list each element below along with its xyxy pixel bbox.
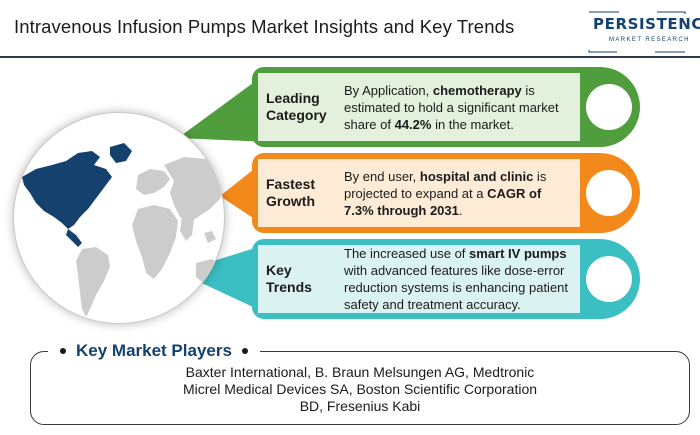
desc-highlight: chemotherapy	[432, 82, 522, 98]
desc-highlight: 44.2%	[394, 116, 432, 132]
card-content: Key Trends The increased use of smart IV…	[258, 245, 580, 313]
desc-text: The increased use of	[344, 246, 470, 261]
card-description: By end user, hospital and clinic is proj…	[344, 159, 572, 227]
europe-region	[136, 169, 170, 195]
card-key-trends: Key Trends The increased use of smart IV…	[252, 239, 640, 319]
desc-text: By end user,	[344, 168, 420, 184]
card-label-line2: Trends	[266, 279, 312, 295]
persistence-logo: PERSISTENCE MARKET RESEARCH	[587, 10, 700, 54]
card-label-line2: Category	[266, 107, 327, 123]
world-map-globe	[13, 112, 225, 324]
key-market-players-heading: Key Market Players	[48, 340, 260, 362]
card-label: Key Trends	[266, 245, 340, 313]
key-market-players-list: Baxter International, B. Braun Melsungen…	[30, 364, 690, 415]
desc-text: with advanced features like dose-error r…	[344, 263, 569, 312]
connector-green	[178, 72, 268, 142]
card-leading-category: Leading Category By Application, chemoth…	[252, 67, 640, 147]
desc-highlight: hospital and clinic	[419, 168, 534, 184]
card-description: The increased use of smart IV pumps with…	[344, 245, 572, 313]
card-label: Fastest Growth	[266, 159, 340, 227]
logo-main-text: PERSISTENCE	[593, 15, 700, 33]
card-content: Leading Category By Application, chemoth…	[258, 73, 580, 141]
card-label-line1: Leading	[266, 90, 320, 106]
card-label-line2: Growth	[266, 193, 315, 209]
card-fastest-growth: Fastest Growth By end user, hospital and…	[252, 153, 640, 233]
australia-region	[196, 259, 222, 285]
player-line: Baxter International, B. Braun Melsungen…	[185, 364, 535, 380]
connector-teal	[178, 244, 268, 314]
card-circle-icon	[586, 84, 632, 130]
key-market-players-box	[30, 351, 690, 425]
page-title: Intravenous Infusion Pumps Market Insigh…	[14, 16, 515, 37]
card-circle-icon	[586, 170, 632, 216]
desc-text: in the market.	[431, 116, 514, 132]
greenland-region	[110, 143, 132, 163]
desc-text: is projected to expand at a	[344, 168, 547, 201]
south-america-region	[76, 247, 110, 317]
desc-text: By Application,	[344, 82, 433, 98]
india-region	[180, 217, 194, 241]
desc-text: is estimated to hold a significant marke…	[344, 82, 559, 132]
central-america-region	[66, 229, 82, 247]
desc-highlight: CAGR of 7.3% through 2031	[344, 185, 542, 218]
card-label: Leading Category	[266, 73, 340, 141]
card-circle-icon	[586, 256, 632, 302]
player-line: Micrel Medical Devices SA, Boston Scient…	[182, 381, 538, 397]
logo-frame-icon	[588, 11, 686, 53]
desc-highlight: smart IV pumps	[469, 246, 567, 261]
asia-region	[164, 157, 224, 223]
bullet-dot-icon	[60, 348, 66, 354]
logo-sub-text: MARKET RESEARCH	[609, 37, 690, 43]
key-market-players-title: Key Market Players	[76, 341, 232, 360]
card-content: Fastest Growth By end user, hospital and…	[258, 159, 580, 227]
desc-text: .	[458, 202, 463, 218]
card-label-line1: Key	[266, 262, 292, 278]
africa-region	[132, 205, 178, 279]
header-divider	[0, 56, 700, 58]
card-label-line1: Fastest	[266, 176, 316, 192]
card-description: By Application, chemotherapy is estimate…	[344, 73, 572, 141]
player-line: BD, Fresenius Kabi	[299, 398, 421, 414]
world-map-icon	[22, 143, 224, 317]
bullet-dot-icon	[241, 348, 248, 354]
north-america-region	[22, 151, 112, 229]
islands-region	[204, 231, 216, 243]
